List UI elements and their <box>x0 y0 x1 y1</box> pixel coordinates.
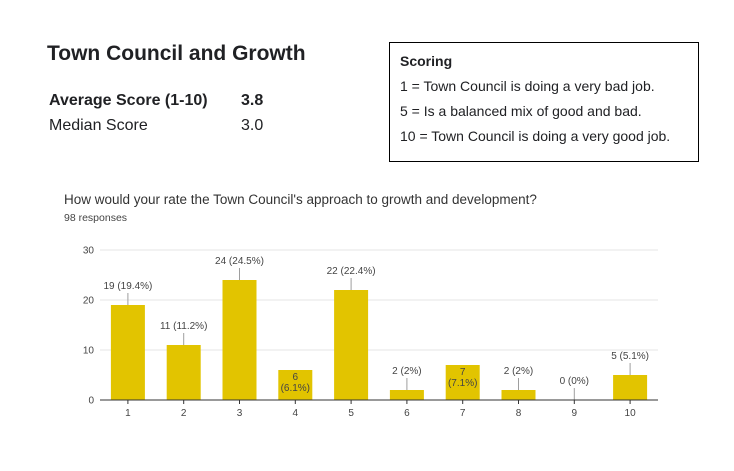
scoring-line-5: 5 = Is a balanced mix of good and bad. <box>400 103 642 119</box>
scoring-line-1: 1 = Town Council is doing a very bad job… <box>400 78 655 94</box>
score-summary: Average Score (1-10) 3.8 Median Score 3.… <box>49 88 263 138</box>
x-tick-label: 6 <box>404 408 410 419</box>
page-title: Town Council and Growth <box>47 42 306 65</box>
median-score-value: 3.0 <box>241 116 264 134</box>
average-score-row: Average Score (1-10) 3.8 <box>49 88 263 113</box>
x-tick-label: 5 <box>348 408 354 419</box>
bar-4 <box>278 370 313 400</box>
x-tick-label: 1 <box>125 408 131 419</box>
data-label: 5 (5.1%) <box>611 351 649 362</box>
bar-8 <box>501 390 536 400</box>
x-tick-label: 7 <box>460 408 466 419</box>
data-label: 11 (11.2%) <box>160 321 207 332</box>
bar-7 <box>445 365 480 400</box>
data-label: 22 (22.4%) <box>327 266 376 277</box>
bar-1 <box>110 305 145 400</box>
scoring-legend-box: Scoring 1 = Town Council is doing a very… <box>389 42 699 162</box>
average-score-label: Average Score (1-10) <box>49 91 208 109</box>
average-score-value: 3.8 <box>241 91 264 109</box>
bar-5 <box>334 290 369 400</box>
x-tick-label: 4 <box>293 408 299 419</box>
bar-2 <box>166 345 201 400</box>
bar-3 <box>222 280 257 400</box>
y-tick-label: 0 <box>88 396 94 407</box>
x-tick-label: 8 <box>516 408 522 419</box>
x-tick-label: 10 <box>625 408 637 419</box>
scoring-line-10: 10 = Town Council is doing a very good j… <box>400 128 671 144</box>
y-tick-label: 30 <box>83 246 95 257</box>
data-label: 19 (19.4%) <box>103 281 152 292</box>
data-label: 0 (0%) <box>560 376 589 387</box>
x-tick-label: 9 <box>572 408 578 419</box>
data-label: 24 (24.5%) <box>215 256 264 267</box>
x-tick-label: 3 <box>237 408 243 419</box>
data-label: 2 (2%) <box>392 366 421 377</box>
y-tick-label: 10 <box>83 346 95 357</box>
x-tick-label: 2 <box>181 408 187 419</box>
bar-10 <box>613 375 648 400</box>
median-score-label: Median Score <box>49 116 148 134</box>
y-tick-label: 20 <box>83 296 95 307</box>
data-label: 7 (7.1%) <box>448 367 477 389</box>
bar-6 <box>389 390 424 400</box>
survey-question: How would your rate the Town Council's a… <box>64 192 537 207</box>
median-score-row: Median Score 3.0 <box>49 113 263 138</box>
response-count: 98 responses <box>64 212 128 224</box>
data-label: 2 (2%) <box>504 366 533 377</box>
data-label: 6 (6.1%) <box>281 372 310 394</box>
scoring-heading: Scoring <box>400 53 453 69</box>
